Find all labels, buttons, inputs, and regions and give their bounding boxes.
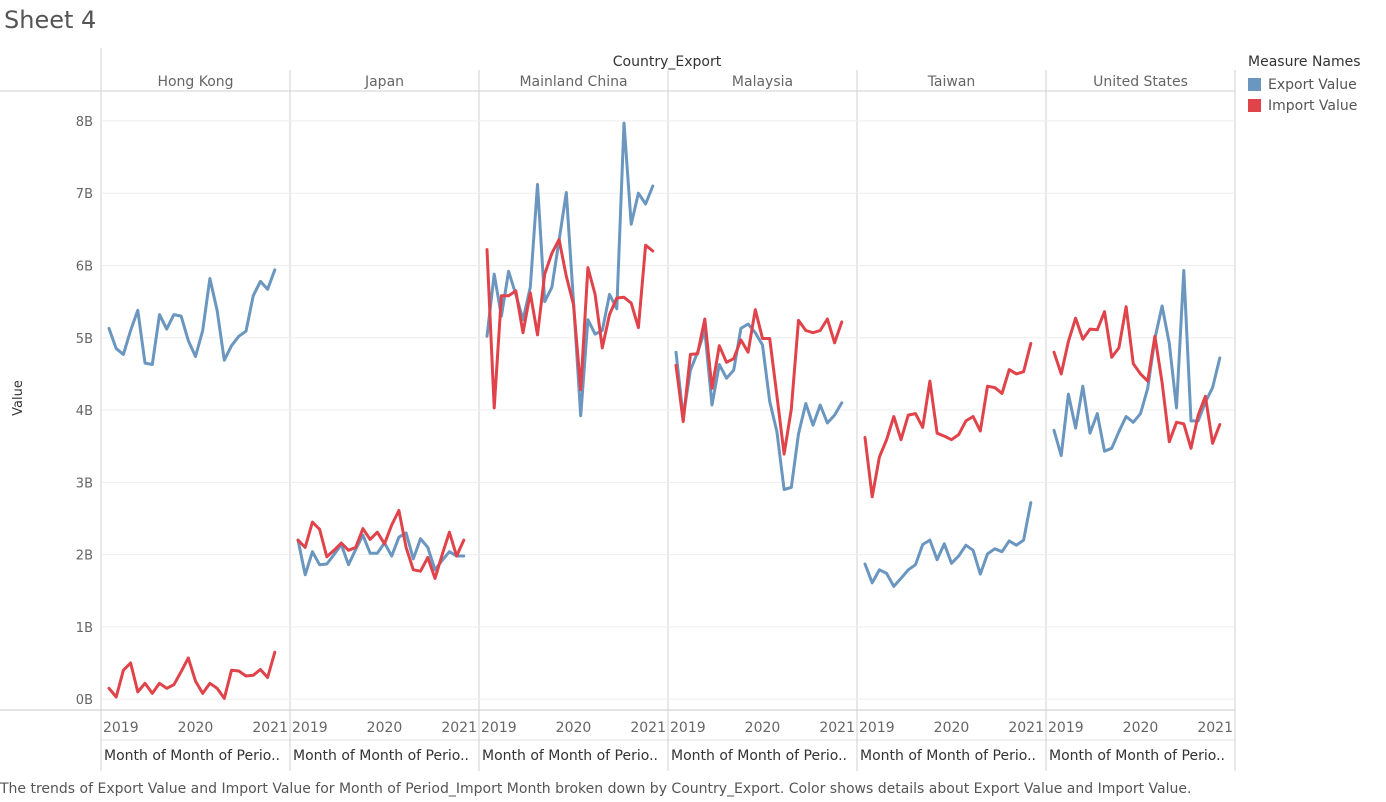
panels: Hong Kong 2019 2020 2021 Month of Month of P… [103,74,1233,764]
series-line-export-value [863,501,1033,588]
panel-header-label: Japan [364,74,404,90]
x-axis-title: Month of Month of Perio.. [104,748,280,764]
x-axis-title: Month of Month of Perio.. [1049,748,1225,764]
y-axis: 0B 1B 2B 3B 4B 5B 6B 7B 8B [76,115,93,708]
legend-swatch-import [1248,99,1261,112]
x-tick-label: 2021 [630,720,666,736]
x-tick-label: 2019 [292,720,328,736]
series-line-import-value [485,238,655,410]
y-tick-label: 2B [76,549,93,564]
series-line-import-value [863,342,1033,499]
series-line-export-value [107,268,277,366]
panel-header-label: Taiwan [927,74,976,90]
x-tick-label: 2019 [670,720,706,736]
x-tick-label: 2021 [441,720,477,736]
y-tick-label: 7B [76,187,93,202]
x-tick-label: 2021 [252,720,288,736]
y-axis-title: Value [11,380,26,416]
panel-taiwan: Taiwan 2019 2020 2021 Month of Month of Peri… [859,74,1044,764]
y-tick-label: 1B [76,621,93,636]
series-line-import-value [1052,305,1222,450]
series-line-export-value [296,531,466,577]
x-axis-title: Month of Month of Perio.. [482,748,658,764]
legend-label-export: Export Value [1268,76,1357,93]
panel-header-label: Hong Kong [157,74,233,90]
panel-united-states: United States 2019 2020 2021 Month of Month … [1048,74,1233,764]
panel-mainland-china: Mainland China 2019 2020 2021 Month of Month… [481,74,666,764]
panel-header-label: United States [1093,74,1188,90]
legend-label-import: Import Value [1268,97,1358,114]
line-chart-area: Country_Export Value 0B1B2B3B4B5B6B7B8B … [0,48,1236,771]
x-tick-label: 2021 [1008,720,1044,736]
x-tick-label: 2020 [556,720,592,736]
x-tick-label: 2019 [859,720,895,736]
panel-japan: Japan 2019 2020 2021 Month of Month of Perio… [292,74,477,764]
chart-frame [0,48,1236,771]
panel-malaysia: Malaysia 2019 2020 2021 Month of Month of Pe… [670,74,855,764]
x-tick-label: 2020 [934,720,970,736]
y-tick-label: 8B [76,115,93,130]
x-tick-label: 2020 [178,720,214,736]
series-line-import-value [296,509,466,580]
x-tick-label: 2019 [481,720,517,736]
x-tick-label: 2021 [819,720,855,736]
x-axis-title: Month of Month of Perio.. [671,748,847,764]
column-header-title: Country_Export [613,54,722,70]
x-axis-title: Month of Month of Perio.. [293,748,469,764]
series-line-export-value [485,121,655,418]
x-tick-label: 2020 [745,720,781,736]
x-tick-label: 2019 [103,720,139,736]
series-line-export-value [1052,269,1222,458]
x-axis-title: Month of Month of Perio.. [860,748,1036,764]
legend-item-export[interactable]: Export Value [1248,74,1361,95]
sheet-title: Sheet 4 [4,6,97,34]
panel-header-label: Mainland China [519,74,627,90]
y-tick-label: 0B [76,693,93,708]
series-line-import-value [107,650,277,700]
chart-caption: The trends of Export Value and Import Va… [0,781,1192,797]
x-tick-label: 2020 [1123,720,1159,736]
panel-header-label: Malaysia [732,74,793,90]
x-tick-label: 2019 [1048,720,1084,736]
y-tick-label: 6B [76,259,93,274]
panel-hong-kong: Hong Kong 2019 2020 2021 Month of Month of P… [103,74,288,764]
legend-swatch-export [1248,78,1261,91]
x-tick-label: 2020 [367,720,403,736]
y-tick-label: 4B [76,404,93,419]
series-line-export-value [674,322,844,491]
legend: Measure Names Export Value Import Value [1248,54,1361,116]
y-tick-label: 3B [76,476,93,491]
series-line-import-value [674,308,844,456]
x-tick-label: 2021 [1197,720,1233,736]
gridlines [101,120,1235,700]
y-tick-label: 5B [76,332,93,347]
legend-item-import[interactable]: Import Value [1248,95,1361,116]
legend-title: Measure Names [1248,54,1361,70]
